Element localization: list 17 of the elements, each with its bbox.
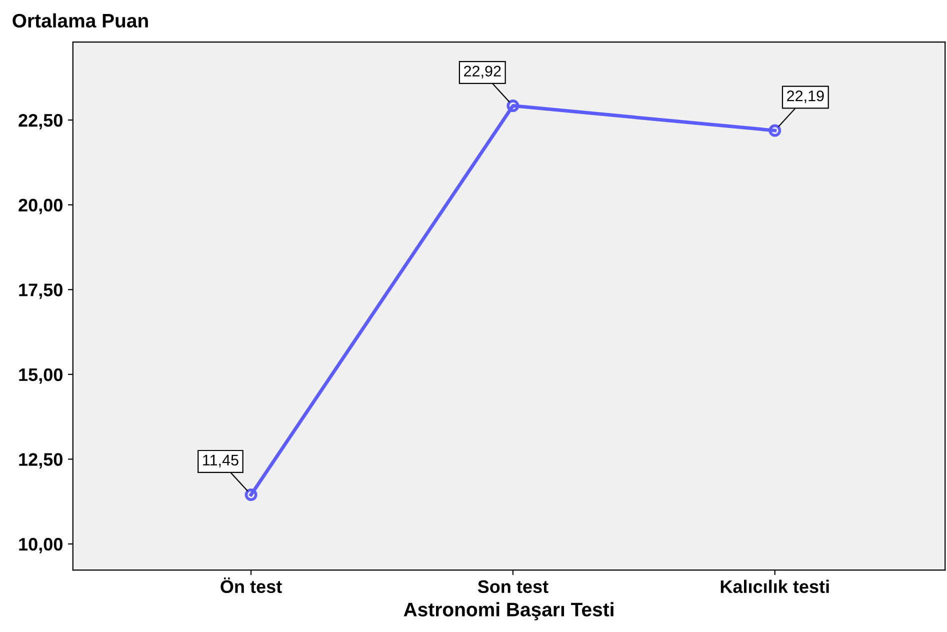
point [244, 488, 258, 502]
y-tick-label: 10,00 [19, 538, 62, 554]
y-tick-label: 12,50 [19, 453, 62, 469]
y-axis-title: Ortalama Puan [12, 13, 148, 28]
data-label: 22,19 [787, 90, 824, 104]
y-tick-label: 17,50 [19, 284, 62, 299]
x-tick-label: Son test [478, 580, 548, 594]
x-axis-title: Astronomi Başarı Testi [404, 602, 614, 620]
x-tick-label: Kalıcılık testi [720, 580, 829, 594]
data-label: 22,92 [464, 66, 501, 78]
y-tick-label: 22,50 [18, 114, 62, 130]
point [506, 100, 520, 112]
x-tick-label: Ön test [220, 577, 282, 594]
y-tick-label: 20,00 [18, 198, 62, 214]
data-label: 11,45 [203, 454, 238, 468]
y-tick-label: 15,00 [19, 368, 62, 384]
point [768, 124, 782, 137]
